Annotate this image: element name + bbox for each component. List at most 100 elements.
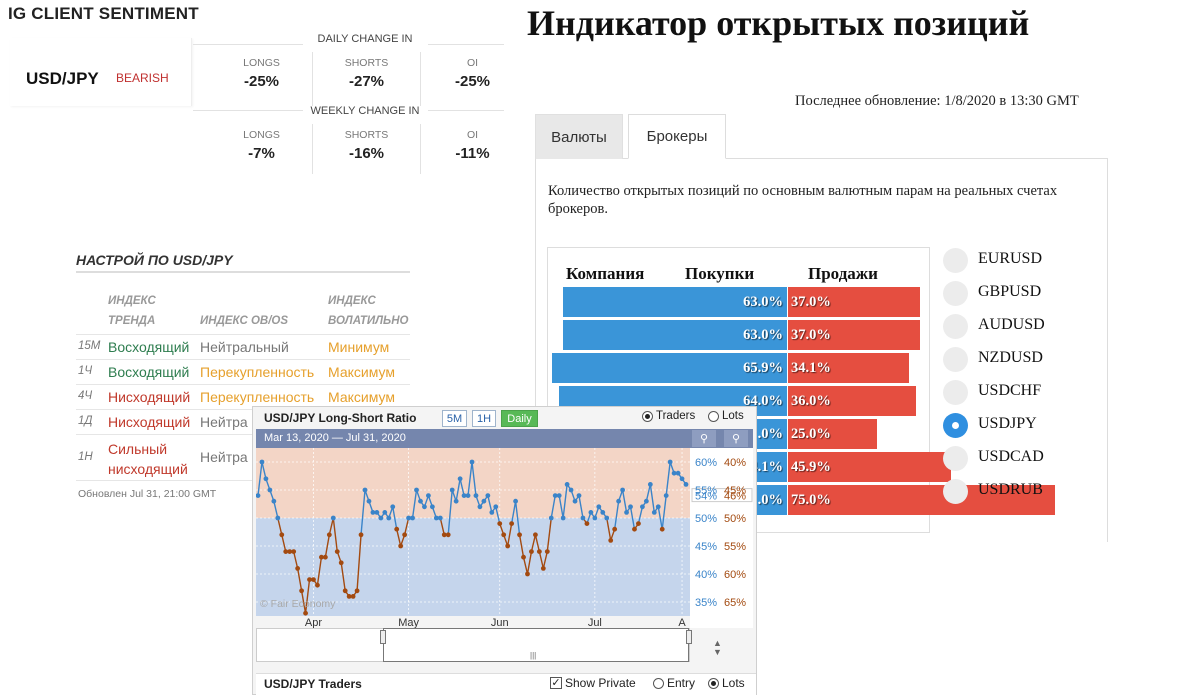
divider [420,124,421,174]
checkbox-label: Show Private [565,676,636,690]
mode-lots-radio[interactable]: Lots [708,410,744,422]
data-point [386,515,392,521]
lots-radio[interactable]: Lots [708,676,745,690]
radio-label: Entry [667,676,696,690]
series-segment [273,501,279,519]
data-point [370,510,376,515]
pair-label[interactable]: USDRUB [978,481,1043,498]
pair-label[interactable]: EURUSD [978,250,1043,267]
pair-radio[interactable] [943,479,968,504]
ig-bias-badge: BEARISH [116,71,169,85]
show-private-checkbox[interactable]: ✓ Show Private [550,676,636,690]
data-point [675,470,681,476]
stat-label: SHORTS [344,57,389,69]
data-point [628,504,633,510]
data-point [267,487,273,493]
data-point [263,476,269,482]
zoom-in-icon[interactable]: ⚲ [692,430,716,447]
header-text: ТРЕНДА [108,315,156,327]
sell-bar: 75.0% [788,485,1055,515]
series-segment [522,557,529,575]
x-tick-label: Jun [491,617,509,628]
scroll-updown-icon[interactable]: ▲ ▼ [713,638,722,657]
divider [312,124,313,174]
date-range-bar [256,429,753,448]
data-point [406,515,411,521]
series-segment [518,534,525,558]
series-segment [455,478,461,502]
divider [420,52,421,106]
series-segment [546,517,552,552]
data-point [663,493,669,498]
obos-value: Перекупленность [200,364,315,380]
stat-value: -25% [454,73,491,90]
pair-label[interactable]: NZDUSD [978,349,1043,366]
pair-radio[interactable] [943,446,968,471]
data-point [390,504,396,510]
data-point [461,493,467,498]
data-point [283,549,289,554]
current-short-label: 46% [724,491,746,503]
pair-radio[interactable] [943,281,968,306]
x-tick-label: May [398,617,419,628]
pair-label[interactable]: USDCHF [978,382,1042,399]
timeframe-label: 15М [78,340,101,352]
pair-radio[interactable] [943,248,968,273]
divider [312,52,313,106]
data-point [287,549,293,554]
series-segment [530,534,537,552]
series-segment [439,517,445,535]
mode-traders-radio[interactable]: Traders [642,410,695,422]
buy-bar: 63.0% [562,320,787,350]
column-sells: Продажи [808,264,878,283]
series-segment [629,506,636,530]
divider [76,384,410,385]
data-point [517,532,522,538]
timeframe-daily-button[interactable]: Daily [501,410,538,427]
y-tick-long: 60% [695,457,717,469]
data-point [536,549,542,554]
zoom-out-icon[interactable]: ⚲ [724,430,748,447]
data-point [326,532,332,538]
data-point [311,577,316,582]
data-point [449,487,455,493]
grip-icon[interactable]: ||| [530,651,537,660]
pair-radio[interactable] [943,314,968,339]
pair-radio[interactable] [943,347,968,372]
data-point [481,498,487,504]
ig-pair-label[interactable]: USD/JPY [26,69,99,88]
tab-currencies[interactable]: Валюты [535,114,623,159]
timeframe-5m-button[interactable]: 5M [442,410,467,427]
data-point [608,538,614,543]
navigator-left-handle[interactable] [380,630,386,644]
radio-selected-icon [642,410,653,422]
daily-oi: OI -25% [420,57,525,90]
entry-radio[interactable]: Entry [653,676,695,690]
obos-value: Перекупленность [200,389,315,405]
navigator-selection[interactable] [383,628,689,662]
pair-label[interactable]: USDCAD [978,448,1044,465]
pair-radio[interactable] [943,413,968,438]
traders-title: USD/JPY Traders [264,677,362,691]
navigator-right-handle[interactable] [686,630,692,644]
data-point [485,493,491,498]
pair-radio[interactable] [943,380,968,405]
series-segment [487,495,493,513]
tab-brokers[interactable]: Брокеры [628,114,726,159]
timeframe-1h-button[interactable]: 1H [472,410,496,427]
y-tick-long: 55% [695,485,717,497]
data-point [651,510,657,515]
data-point [560,515,566,521]
data-point [596,504,602,510]
timeframe-label: 1Ч [78,365,93,377]
pair-label[interactable]: GBPUSD [978,283,1042,300]
data-point [378,515,384,521]
sell-bar: 37.0% [788,320,920,350]
series-segment [356,534,362,591]
pair-label[interactable]: AUDUSD [978,316,1045,333]
data-point [655,504,661,510]
axis-panel [690,448,753,628]
pair-label[interactable]: USDJPY [978,415,1037,432]
data-point [354,588,360,594]
weekly-shorts: SHORTS -16% [314,129,419,162]
